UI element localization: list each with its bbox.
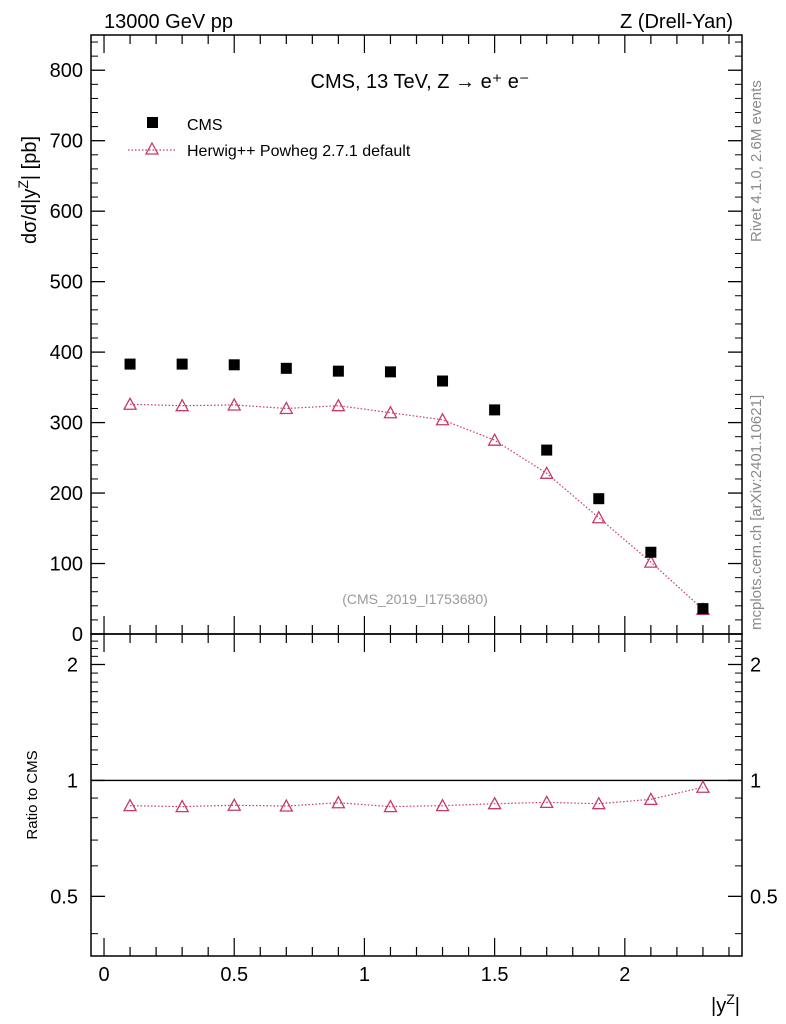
herwig-main-point: [175, 398, 190, 412]
herwig-main-point: [383, 405, 398, 419]
x-tick-label: 2: [619, 964, 630, 986]
header-left: 13000 GeV pp: [104, 11, 233, 33]
legend-cms-marker: [147, 117, 158, 128]
herwig-ratio-point: [122, 798, 138, 812]
herwig-ratio-line: [130, 786, 704, 808]
main-y-tick-label: 500: [50, 272, 83, 294]
herwig-ratio-point: [487, 796, 502, 810]
cms-data-point: [541, 444, 553, 456]
legend-herwig-marker: [144, 141, 160, 155]
herwig-main-point: [227, 397, 242, 411]
herwig-main-point: [643, 554, 658, 568]
cms-data-point: [280, 362, 292, 374]
herwig-ratio-point: [435, 798, 450, 812]
main-y-tick-label: 700: [50, 131, 83, 153]
legend-herwig-label: Herwig++ Powheg 2.7.1 default: [187, 143, 411, 160]
ratio-y-tick-label: 0.5: [50, 886, 78, 908]
cms-data-point: [489, 404, 501, 416]
herwig-ratio-point: [695, 779, 711, 793]
series-herwig-ratio: [122, 779, 711, 813]
cms-data-point: [593, 493, 605, 505]
herwig-ratio-point: [539, 795, 554, 809]
herwig-main-point: [279, 401, 294, 415]
main-y-tick-label: 400: [50, 342, 83, 364]
main-y-tick-label: 800: [50, 60, 83, 82]
main-y-tick-label: 100: [50, 554, 83, 576]
herwig-ratio-point: [279, 798, 294, 812]
ratio-y-tick-label: 1: [67, 770, 78, 792]
herwig-ratio-point: [643, 791, 658, 805]
herwig-main-line: [130, 403, 704, 610]
cms-data-point: [384, 366, 396, 378]
herwig-ratio-point: [591, 796, 606, 810]
ratio-y-tick-label: 2: [67, 654, 78, 676]
herwig-ratio-point: [227, 797, 242, 811]
ratio-y-tick-label-right: 2: [750, 654, 761, 676]
cms-data-point: [176, 358, 188, 370]
herwig-main-point: [435, 412, 450, 426]
plot-title: CMS, 13 TeV, Z → e⁺ e⁻: [311, 71, 530, 93]
cms-data-point: [332, 365, 344, 377]
main-y-tick-label: 300: [50, 413, 83, 435]
x-tick-label: 1.5: [481, 964, 509, 986]
herwig-main-point: [487, 432, 502, 446]
header-right: Z (Drell-Yan): [620, 11, 733, 33]
legend-cms-label: CMS: [187, 117, 223, 134]
analysis-tag: (CMS_2019_I1753680): [342, 591, 488, 607]
mcplots-label: mcplots.cern.ch [arXiv:2401.10621]: [748, 395, 765, 630]
cms-data-point: [697, 603, 709, 615]
series-herwig-main: [122, 396, 711, 615]
ratio-y-axis-label: Ratio to CMS: [24, 750, 41, 839]
cms-data-point: [228, 359, 240, 371]
herwig-ratio-point: [331, 795, 346, 809]
herwig-main-point: [122, 396, 138, 410]
ratio-axis-ticks: 0.5 0.5 1 1 2 2 0 0.5 1 1.5 2: [50, 634, 778, 986]
x-tick-label: 0.5: [220, 964, 248, 986]
ratio-panel-frame: [90, 633, 743, 957]
legend: CMS Herwig++ Powheg 2.7.1 default: [128, 117, 411, 160]
rivet-version-label: Rivet 4.1.0, 2.6M events: [748, 80, 765, 242]
ratio-y-tick-label-right: 0.5: [750, 886, 778, 908]
cms-data-point: [437, 375, 449, 387]
x-tick-label: 0: [98, 964, 109, 986]
main-y-tick-label: 0: [72, 624, 83, 646]
main-y-tick-label: 200: [50, 483, 83, 505]
main-y-tick-label: 600: [50, 201, 83, 223]
herwig-main-point: [539, 465, 554, 479]
main-y-axis-label: dσ/d|yZ| [pb]: [15, 136, 41, 244]
main-axis-ticks: 0 100 200 300 400 500 600 700 800: [50, 35, 742, 646]
herwig-main-point: [331, 398, 346, 412]
cms-data-point: [124, 358, 136, 370]
x-tick-label: 1: [359, 964, 370, 986]
series-cms-main: [124, 358, 709, 615]
x-axis-label: |yZ|: [711, 991, 740, 1017]
ratio-y-tick-label-right: 1: [750, 770, 761, 792]
cms-data-point: [645, 546, 657, 558]
herwig-ratio-point: [175, 799, 190, 813]
herwig-main-point: [591, 510, 606, 524]
herwig-ratio-point: [383, 799, 398, 813]
